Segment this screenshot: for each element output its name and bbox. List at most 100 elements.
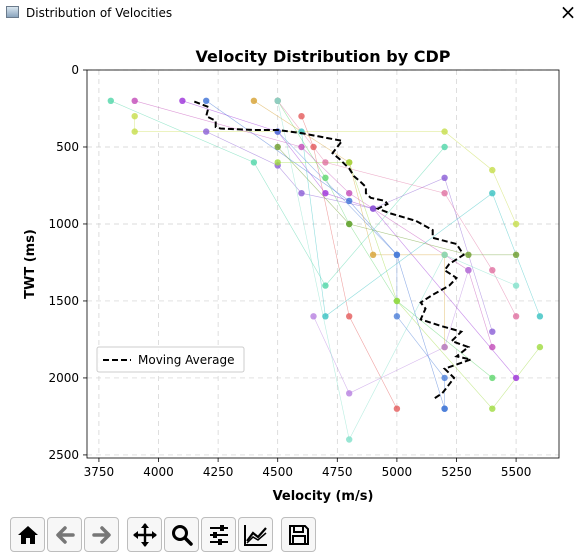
chart-title: Velocity Distribution by CDP — [196, 47, 451, 66]
data-point — [512, 374, 520, 382]
floppy-disk-icon — [288, 524, 309, 545]
series-points — [107, 97, 544, 443]
arrow-right-icon — [91, 525, 111, 544]
x-tick-label: 4750 — [322, 465, 353, 479]
data-point — [465, 251, 472, 258]
arrow-left-icon — [55, 525, 75, 544]
x-tick-label: 5250 — [441, 465, 472, 479]
series-line — [277, 100, 517, 441]
legend-box — [96, 346, 245, 373]
x-tick-label: 4500 — [262, 465, 293, 479]
data-point — [298, 113, 305, 120]
data-point — [322, 159, 329, 166]
data-point — [310, 313, 317, 320]
data-point — [489, 374, 496, 382]
data-point — [131, 128, 138, 135]
y-tick-label: 2500 — [48, 448, 79, 462]
forward-button[interactable] — [84, 517, 119, 552]
data-point — [536, 313, 544, 320]
moving-average-line — [193, 100, 475, 401]
data-point — [298, 190, 305, 197]
home-icon — [17, 525, 38, 544]
axes-frame — [86, 69, 560, 459]
data-point — [489, 343, 496, 351]
data-point — [512, 220, 520, 228]
y-tick-label: 1000 — [48, 217, 79, 231]
data-point — [274, 143, 281, 151]
data-point — [274, 159, 281, 166]
data-point — [346, 197, 353, 205]
legend: Moving Average — [96, 346, 245, 373]
edit-axis-button[interactable] — [238, 517, 273, 552]
y-tick-label: 0 — [71, 63, 79, 77]
data-point — [131, 113, 138, 120]
close-button[interactable]: × — [559, 0, 577, 24]
data-point — [441, 143, 448, 151]
x-tick-label: 4000 — [143, 465, 174, 479]
data-point — [107, 97, 115, 105]
data-point — [322, 282, 329, 289]
home-button[interactable] — [10, 517, 45, 552]
data-point — [346, 313, 353, 320]
data-point — [203, 128, 210, 135]
series-line — [277, 146, 517, 256]
axes-background — [87, 70, 559, 458]
sliders-icon — [209, 524, 228, 545]
data-point — [489, 267, 496, 274]
back-button[interactable] — [47, 517, 82, 552]
x-tick-label: 5000 — [382, 465, 413, 479]
data-point — [369, 251, 377, 258]
data-point — [441, 128, 448, 135]
data-point — [489, 405, 496, 412]
move-icon — [132, 522, 157, 547]
data-point — [346, 220, 353, 228]
data-point — [489, 166, 496, 174]
data-point — [298, 143, 305, 151]
data-point — [512, 282, 520, 289]
y-axis-label: TWT (ms) — [23, 229, 38, 299]
data-point — [441, 343, 448, 351]
data-point — [393, 297, 401, 305]
data-point — [489, 190, 496, 197]
pan-button[interactable] — [127, 517, 162, 552]
data-point — [322, 190, 329, 197]
zoom-button[interactable] — [164, 517, 199, 552]
window-title: Distribution of Velocities — [26, 6, 173, 20]
data-point — [179, 97, 186, 105]
data-point — [536, 343, 544, 351]
legend-label: Moving Average — [138, 353, 234, 367]
data-point — [250, 97, 258, 105]
data-point — [393, 251, 401, 258]
data-point — [465, 267, 472, 274]
data-point — [512, 251, 520, 258]
y-tick-label: 2000 — [48, 371, 79, 385]
data-point — [250, 159, 258, 166]
y-tick-label: 500 — [56, 140, 79, 154]
line-chart-icon — [243, 524, 267, 546]
data-point — [489, 328, 496, 335]
y-axis-ticks: 0 500 1000 1500 2000 2500 — [48, 63, 87, 462]
data-point — [131, 97, 138, 105]
data-point — [322, 174, 329, 181]
data-point — [441, 251, 448, 258]
data-point — [441, 405, 448, 412]
configure-subplots-button[interactable] — [201, 517, 236, 552]
data-point — [512, 313, 520, 320]
x-tick-label: 5500 — [501, 465, 532, 479]
data-point — [393, 313, 401, 320]
data-point — [346, 436, 353, 443]
data-point — [274, 97, 281, 105]
x-axis-ticks: 3750 4000 4250 4500 4750 5000 5250 5500 — [84, 458, 532, 479]
data-point — [346, 390, 353, 397]
window-titlebar: Distribution of Velocities × — [0, 0, 583, 26]
data-point — [393, 405, 401, 412]
navigation-toolbar — [0, 514, 583, 560]
data-point — [203, 97, 210, 105]
figure-window-icon — [6, 6, 19, 18]
data-point — [322, 313, 329, 320]
y-tick-label: 1500 — [48, 294, 79, 308]
save-button[interactable] — [281, 517, 316, 552]
data-point — [346, 190, 353, 197]
data-point — [441, 174, 448, 181]
x-tick-label: 4250 — [203, 465, 234, 479]
